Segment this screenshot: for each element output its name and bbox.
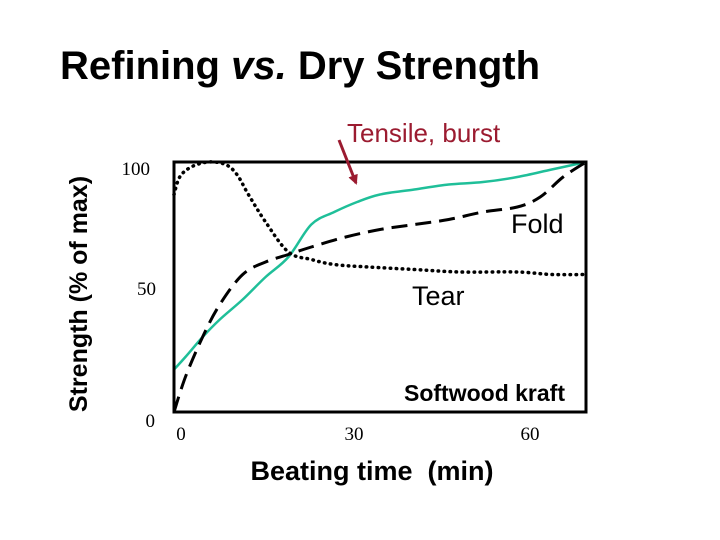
y-tick-label-50: 50 bbox=[137, 279, 156, 300]
series-layer bbox=[172, 160, 588, 413]
x-axis-label: Beating time (min) bbox=[250, 456, 493, 486]
fold-label: Fold bbox=[511, 209, 564, 239]
title-part-2: vs. bbox=[231, 44, 287, 88]
tensile-series-line bbox=[172, 160, 588, 371]
y-tick-label-100: 100 bbox=[122, 159, 151, 180]
softwood-kraft-annotation: Softwood kraft bbox=[404, 380, 565, 406]
x-tick-label-0: 0 bbox=[176, 424, 186, 445]
plot-frame bbox=[172, 160, 588, 414]
x-tick-label-60: 60 bbox=[521, 424, 540, 445]
y-axis-label: Strength (% of max) bbox=[65, 176, 93, 412]
chart-title: Refining vs. Dry Strength bbox=[60, 44, 540, 89]
fold-series-line bbox=[172, 160, 587, 413]
tensile-burst-label: Tensile, burst bbox=[347, 118, 501, 148]
y-tick-label-0: 0 bbox=[146, 411, 156, 432]
title-part-1: Refining bbox=[60, 44, 232, 88]
tensile-burst-arrow bbox=[337, 139, 358, 185]
tear-label: Tear bbox=[412, 281, 465, 311]
title-part-3: Dry Strength bbox=[286, 44, 541, 88]
x-tick-label-30: 30 bbox=[345, 424, 364, 445]
